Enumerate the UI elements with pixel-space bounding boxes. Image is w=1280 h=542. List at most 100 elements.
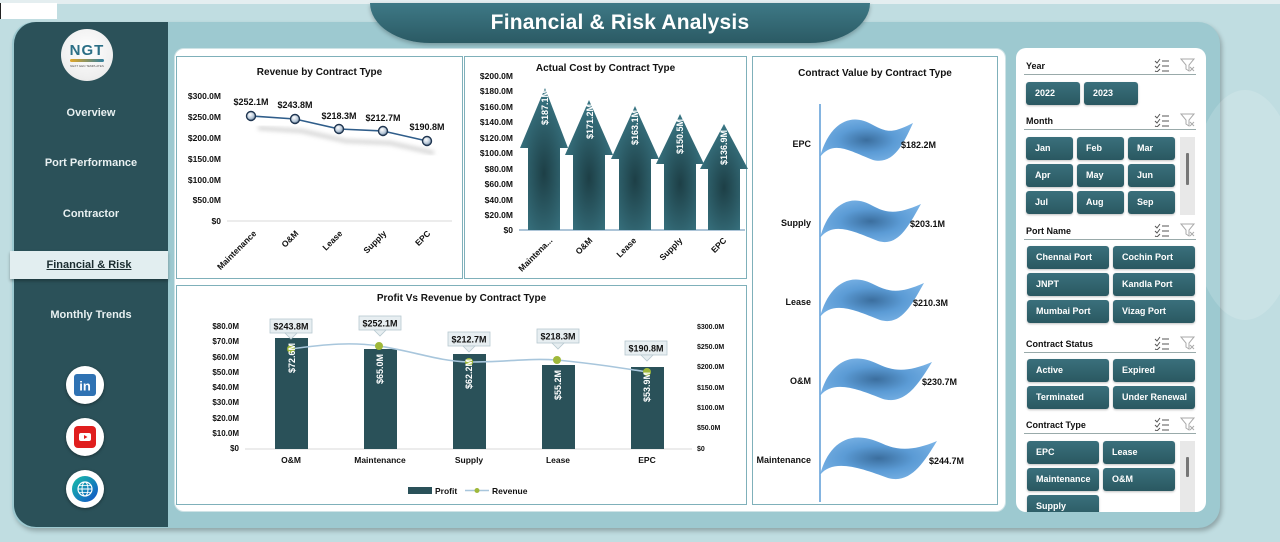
slicer-status-terminated[interactable]: Terminated (1027, 386, 1109, 409)
svg-text:$300.0M: $300.0M (697, 324, 724, 331)
multi-select-icon[interactable] (1154, 113, 1170, 127)
slicer-contract-type-scrollbar[interactable] (1180, 441, 1195, 512)
svg-text:$40.0M: $40.0M (485, 195, 513, 205)
slicer-month-scrollbar[interactable] (1180, 137, 1195, 215)
svg-text:$250.0M: $250.0M (188, 112, 221, 122)
svg-text:Lease: Lease (546, 455, 570, 465)
svg-text:$50.0M: $50.0M (193, 195, 221, 205)
clear-filter-icon[interactable] (1180, 58, 1196, 72)
sidebar-item-port-performance[interactable]: Port Performance (44, 157, 138, 169)
svg-text:$140.0M: $140.0M (480, 117, 513, 127)
slicer-month-aug[interactable]: Aug (1077, 191, 1124, 214)
spreadsheet-cell[interactable] (0, 3, 57, 19)
sidebar-item-overview[interactable]: Overview (66, 107, 116, 119)
linkedin-icon: in (74, 374, 96, 396)
slicer-contract-type-label: Contract Type (1026, 420, 1086, 430)
slicer-year-2022[interactable]: 2022 (1026, 82, 1080, 105)
multi-select-icon[interactable] (1154, 223, 1170, 237)
clear-filter-icon[interactable] (1180, 113, 1196, 127)
sidebar-item-contractor[interactable]: Contractor (62, 208, 120, 220)
website-button[interactable] (66, 470, 104, 508)
svg-text:O&M: O&M (279, 228, 300, 249)
svg-text:$160.0M: $160.0M (480, 102, 513, 112)
slicer-month-sep[interactable]: Sep (1128, 191, 1175, 214)
slicer-month-mar[interactable]: Mar (1128, 137, 1175, 160)
svg-text:$182.2M: $182.2M (901, 140, 936, 150)
multi-select-icon[interactable] (1154, 417, 1170, 431)
svg-text:O&M: O&M (281, 455, 301, 465)
svg-text:Lease: Lease (614, 235, 638, 259)
slicer-port-vizag[interactable]: Vizag Port (1113, 300, 1195, 323)
multi-select-icon[interactable] (1154, 58, 1170, 72)
logo-swoosh-icon (70, 58, 104, 62)
svg-text:Supply: Supply (455, 455, 484, 465)
clear-filter-icon[interactable] (1180, 223, 1196, 237)
slicer-type-epc[interactable]: EPC (1027, 441, 1099, 464)
svg-text:$187.1M: $187.1M (540, 90, 550, 125)
svg-text:$0: $0 (697, 446, 705, 453)
svg-text:$100.0M: $100.0M (697, 405, 724, 412)
svg-text:$243.8M: $243.8M (277, 100, 312, 110)
svg-text:$55.2M: $55.2M (553, 370, 563, 400)
svg-text:$190.8M: $190.8M (628, 344, 663, 354)
slicer-type-lease[interactable]: Lease (1103, 441, 1175, 464)
svg-text:Revenue: Revenue (492, 486, 528, 496)
actual-cost-chart-card[interactable]: Actual Cost by Contract Type $200.0M $18… (464, 56, 748, 279)
svg-text:$80.0M: $80.0M (485, 164, 513, 174)
scrollbar-thumb[interactable] (1186, 153, 1189, 185)
slicer-month-jun[interactable]: Jun (1128, 164, 1175, 187)
slicer-status-expired[interactable]: Expired (1113, 359, 1195, 382)
slicer-port-mumbai[interactable]: Mumbai Port (1027, 300, 1109, 323)
scrollbar-thumb[interactable] (1186, 457, 1189, 477)
slicer-type-om[interactable]: O&M (1103, 468, 1175, 491)
svg-text:$200.0M: $200.0M (480, 71, 513, 81)
slicer-port-name-header: Port Name (1024, 222, 1196, 240)
svg-text:$60.0M: $60.0M (212, 353, 239, 362)
slicer-year-2023[interactable]: 2023 (1084, 82, 1138, 105)
revenue-line-chart: $300.0M $250.0M $200.0M $150.0M $100.0M … (188, 91, 452, 272)
svg-text:$150.5M: $150.5M (675, 119, 685, 154)
linkedin-button[interactable]: in (66, 366, 104, 404)
svg-text:$40.0M: $40.0M (212, 383, 239, 392)
slicer-month-may[interactable]: May (1077, 164, 1124, 187)
page-title: Financial & Risk Analysis (490, 11, 750, 34)
svg-text:$212.7M: $212.7M (365, 113, 400, 123)
contract-value-chart-card[interactable]: Contract Value by Contract Type EPC Supp… (752, 56, 998, 505)
slicer-contract-type-header: Contract Type (1024, 416, 1196, 434)
svg-text:$20.0M: $20.0M (212, 414, 239, 423)
slicer-port-kandla[interactable]: Kandla Port (1113, 273, 1195, 296)
slicer-status-under-renewal[interactable]: Under Renewal (1113, 386, 1195, 409)
svg-text:$190.8M: $190.8M (409, 122, 444, 132)
slicer-contract-status-label: Contract Status (1026, 339, 1094, 349)
profit-vs-revenue-chart-card[interactable]: Profit Vs Revenue by Contract Type $80.0… (176, 285, 747, 505)
slicer-month-jul[interactable]: Jul (1026, 191, 1073, 214)
revenue-chart-card[interactable]: Revenue by Contract Type $300.0M $250.0M… (176, 56, 463, 279)
top-strip (0, 0, 1280, 4)
slicer-port-chennai[interactable]: Chennai Port (1027, 246, 1109, 269)
svg-text:$252.1M: $252.1M (233, 97, 268, 107)
globe-icon (72, 476, 98, 502)
svg-text:$180.0M: $180.0M (480, 86, 513, 96)
svg-text:$250.0M: $250.0M (697, 344, 724, 351)
slicer-status-active[interactable]: Active (1027, 359, 1109, 382)
svg-text:$150.0M: $150.0M (697, 385, 724, 392)
slicer-type-maintenance[interactable]: Maintenance (1027, 468, 1099, 491)
sidebar-item-monthly-trends[interactable]: Monthly Trends (50, 309, 132, 321)
actual-cost-arrow-chart: $200.0M $180.0M $160.0M $140.0M $120.0M … (480, 71, 748, 273)
svg-text:O&M: O&M (790, 376, 811, 386)
sidebar-item-financial-risk[interactable]: Financial & Risk (10, 251, 168, 279)
slicer-month-apr[interactable]: Apr (1026, 164, 1073, 187)
svg-text:$100.0M: $100.0M (188, 175, 221, 185)
slicer-month-jan[interactable]: Jan (1026, 137, 1073, 160)
slicer-month-feb[interactable]: Feb (1077, 137, 1124, 160)
youtube-button[interactable] (66, 418, 104, 456)
svg-text:$200.0M: $200.0M (697, 364, 724, 371)
slicer-type-supply[interactable]: Supply (1027, 495, 1099, 512)
slicer-port-cochin[interactable]: Cochin Port (1113, 246, 1195, 269)
svg-text:$0: $0 (230, 444, 239, 453)
svg-text:Maintenance: Maintenance (215, 228, 259, 272)
clear-filter-icon[interactable] (1180, 336, 1196, 350)
clear-filter-icon[interactable] (1180, 417, 1196, 431)
multi-select-icon[interactable] (1154, 336, 1170, 350)
slicer-port-jnpt[interactable]: JNPT (1027, 273, 1109, 296)
